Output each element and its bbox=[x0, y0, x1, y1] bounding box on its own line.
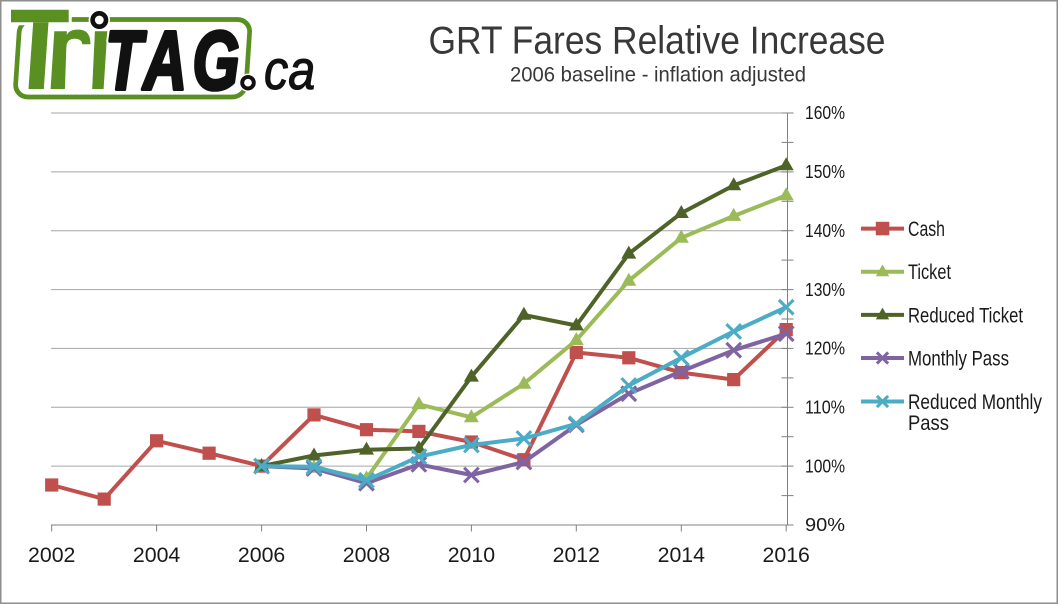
svg-text:Reduced Ticket: Reduced Ticket bbox=[908, 303, 1023, 327]
svg-text:110%: 110% bbox=[805, 398, 845, 418]
svg-text:2004: 2004 bbox=[133, 543, 181, 567]
svg-text:90%: 90% bbox=[805, 515, 845, 535]
svg-text:140%: 140% bbox=[805, 221, 845, 241]
svg-text:2012: 2012 bbox=[553, 543, 600, 567]
svg-text:ca: ca bbox=[264, 40, 315, 102]
svg-text:Monthly Pass: Monthly Pass bbox=[908, 346, 1009, 370]
svg-text:2006 baseline - inflation adju: 2006 baseline - inflation adjusted bbox=[510, 64, 806, 87]
svg-text:2006: 2006 bbox=[238, 543, 285, 567]
svg-text:TAG: TAG bbox=[105, 15, 245, 108]
svg-text:GRT Fares Relative Increase: GRT Fares Relative Increase bbox=[429, 20, 886, 63]
svg-text:2010: 2010 bbox=[448, 543, 496, 567]
svg-text:130%: 130% bbox=[805, 280, 845, 300]
svg-text:2002: 2002 bbox=[28, 543, 75, 567]
svg-text:Pass: Pass bbox=[908, 411, 949, 435]
svg-text:Ticket: Ticket bbox=[908, 260, 951, 284]
svg-text:2008: 2008 bbox=[343, 543, 390, 567]
svg-text:120%: 120% bbox=[805, 339, 845, 359]
svg-text:100%: 100% bbox=[805, 456, 845, 476]
svg-text:TAG: TAG bbox=[105, 15, 245, 108]
svg-text:2014: 2014 bbox=[658, 543, 706, 567]
svg-text:150%: 150% bbox=[805, 162, 845, 182]
svg-text:Cash: Cash bbox=[908, 217, 945, 241]
svg-text:2016: 2016 bbox=[763, 543, 810, 567]
svg-text:Reduced Monthly: Reduced Monthly bbox=[908, 390, 1042, 414]
svg-text:160%: 160% bbox=[805, 103, 845, 123]
